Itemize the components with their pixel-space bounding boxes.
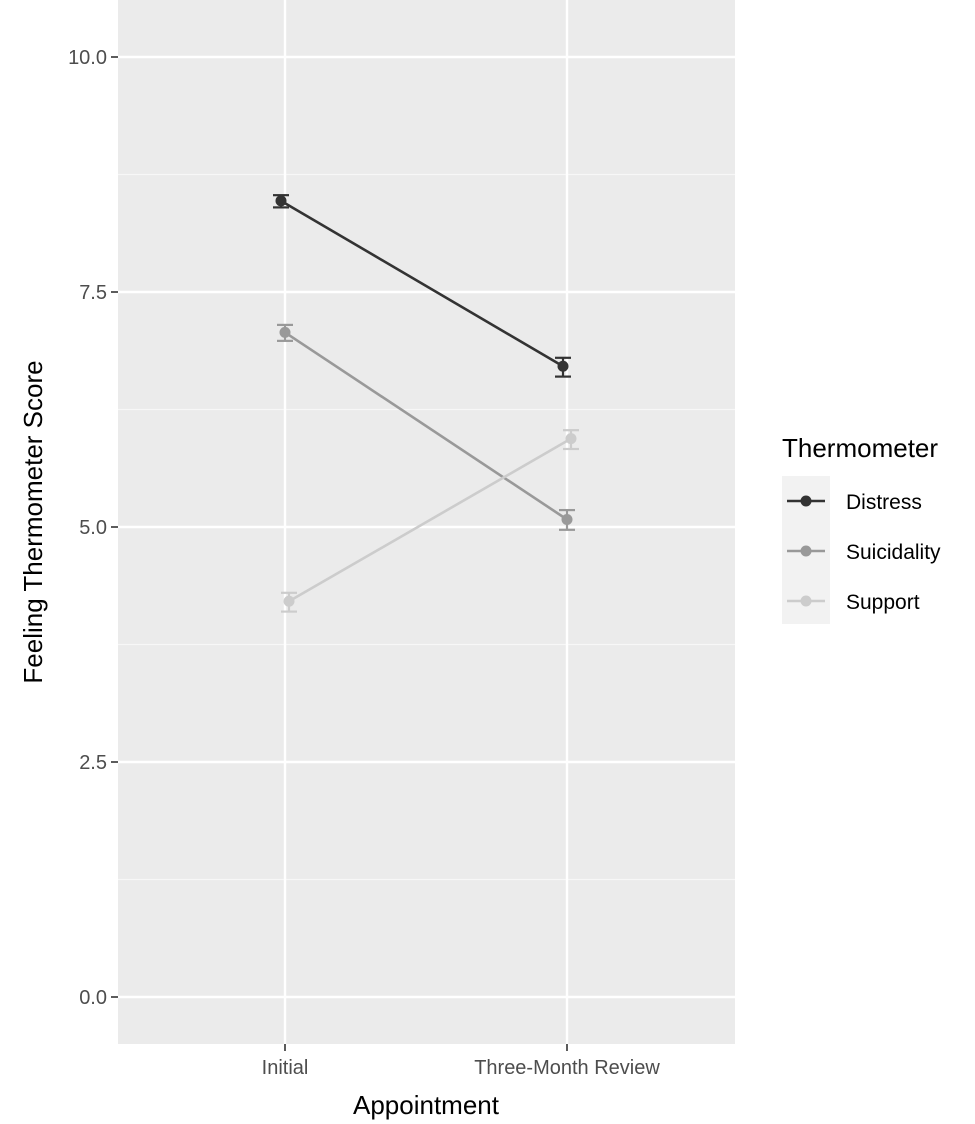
series-support [281, 429, 579, 613]
y-tick-label: 0.0 [79, 987, 107, 1009]
x-axis: Initial Three-Month Review [262, 1044, 660, 1079]
x-axis-title: Appointment [353, 1090, 500, 1120]
legend-label: Suicidality [846, 541, 941, 564]
series-line [288, 437, 572, 603]
minor-gridlines [118, 173, 735, 881]
legend-title: Thermometer [782, 433, 938, 463]
data-point [283, 595, 295, 607]
y-tick-label: 10.0 [68, 47, 107, 69]
series-layer [273, 194, 579, 613]
data-point [557, 360, 569, 372]
legend: Thermometer Distress Suicidality Support [782, 433, 941, 624]
data-point [561, 513, 573, 525]
legend-key-point [800, 545, 812, 557]
y-tick-label: 2.5 [79, 752, 107, 774]
legend-item-support: Support [787, 591, 920, 614]
legend-item-suicidality: Suicidality [787, 541, 941, 564]
data-point [275, 195, 287, 207]
x-tick-label: Initial [262, 1057, 309, 1079]
series-line [280, 199, 564, 368]
data-point [279, 326, 291, 338]
y-tick-label: 7.5 [79, 282, 107, 304]
series-suicidality [277, 323, 575, 531]
x-tick-label: Three-Month Review [474, 1057, 660, 1079]
y-axis: 0.0 2.5 5.0 7.5 10.0 [68, 47, 118, 1009]
legend-label: Distress [846, 491, 922, 514]
y-axis-title: Feeling Thermometer Score [18, 360, 48, 683]
data-point [565, 433, 577, 445]
legend-key-point [800, 495, 812, 507]
y-tick-label: 5.0 [79, 517, 107, 539]
legend-item-distress: Distress [787, 491, 922, 514]
series-distress [273, 194, 571, 378]
legend-label: Support [846, 591, 920, 614]
legend-key-point [800, 595, 812, 607]
series-line [284, 331, 568, 521]
